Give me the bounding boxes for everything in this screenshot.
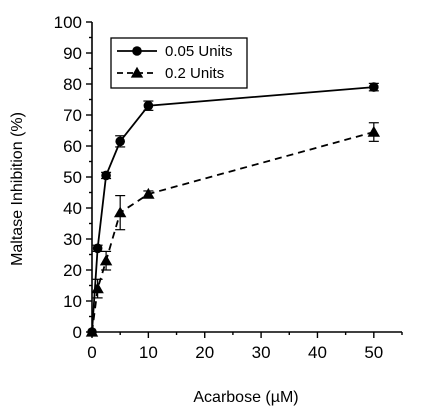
legend-marker (132, 46, 142, 56)
legend-marker (130, 66, 144, 78)
series-line (91, 131, 375, 333)
data-point (367, 125, 381, 137)
y-tick-label: 100 (54, 13, 82, 32)
data-point (91, 282, 104, 294)
series-0 (87, 82, 379, 337)
x-tick-label: 10 (139, 343, 158, 362)
plot-marks (85, 82, 381, 337)
x-tick-label: 50 (364, 343, 383, 362)
data-point (143, 100, 154, 111)
x-axis-title: Acarbose (µM) (193, 389, 298, 406)
axes: 0 10 20 30 40 50 60 70 80 90 100 0 10 20 30 40 50 (54, 13, 403, 362)
y-tick-label: 60 (63, 137, 82, 156)
series-line (91, 86, 374, 333)
y-tick-label: 90 (63, 44, 82, 63)
y-tick-label: 10 (63, 292, 82, 311)
data-point (369, 82, 379, 92)
legend-label: 0.05 Units (165, 43, 233, 60)
y-tick-label: 0 (73, 323, 82, 342)
x-tick-label: 30 (252, 343, 271, 362)
x-tick-label: 20 (195, 343, 214, 362)
data-point (142, 187, 155, 199)
x-tick-label: 0 (87, 343, 96, 362)
legend-label: 0.2 Units (165, 65, 224, 82)
legend: 0.05 Units 0.2 Units (110, 37, 248, 89)
y-tick-label: 50 (63, 168, 82, 187)
data-point (113, 206, 127, 218)
data-point (99, 254, 113, 266)
data-point (115, 136, 125, 147)
series-1 (85, 122, 381, 337)
data-point (101, 170, 111, 181)
legend-box (110, 37, 248, 89)
x-tick-label: 40 (308, 343, 327, 362)
y-tick-label: 40 (63, 199, 82, 218)
y-tick-label: 70 (63, 106, 82, 125)
data-point (92, 243, 103, 254)
y-tick-label: 30 (63, 230, 82, 249)
y-tick-label: 20 (63, 261, 82, 280)
y-tick-label: 80 (63, 75, 82, 94)
y-axis-title: Maltase Inhibition (%) (9, 112, 26, 266)
